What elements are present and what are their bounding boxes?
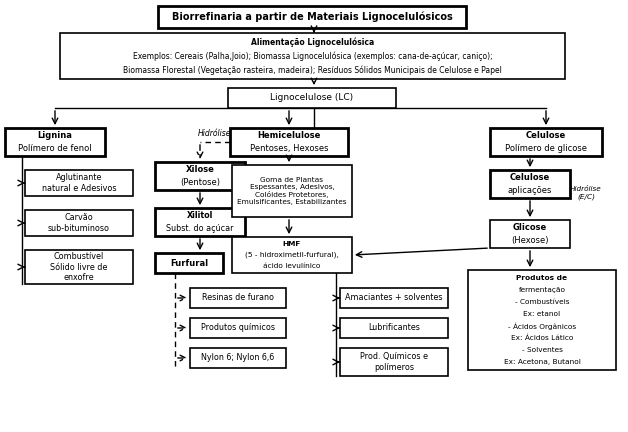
FancyBboxPatch shape	[155, 162, 245, 190]
FancyBboxPatch shape	[5, 128, 105, 156]
FancyBboxPatch shape	[25, 210, 133, 236]
Text: Lignocelulose (LC): Lignocelulose (LC)	[271, 93, 354, 102]
Text: aplicações: aplicações	[508, 186, 552, 194]
Text: Prod. Químicos e
polímeros: Prod. Químicos e polímeros	[360, 353, 428, 372]
FancyBboxPatch shape	[232, 165, 352, 217]
Text: (Hexose): (Hexose)	[511, 235, 549, 245]
Text: Hidrólise: Hidrólise	[198, 129, 232, 138]
Text: Aglutinante
natural e Adesivos: Aglutinante natural e Adesivos	[41, 173, 116, 193]
FancyBboxPatch shape	[190, 288, 286, 308]
FancyBboxPatch shape	[490, 128, 602, 156]
Text: Produtos de: Produtos de	[516, 275, 568, 281]
Text: Ex: Acetona, Butanol: Ex: Acetona, Butanol	[504, 359, 580, 365]
FancyBboxPatch shape	[158, 6, 466, 28]
FancyBboxPatch shape	[60, 33, 565, 79]
Text: Subst. do açúcar: Subst. do açúcar	[166, 224, 234, 232]
Text: - Combustíveis: - Combustíveis	[515, 299, 569, 305]
Text: - Solventes: - Solventes	[522, 347, 563, 353]
FancyBboxPatch shape	[490, 220, 570, 248]
FancyBboxPatch shape	[340, 288, 448, 308]
Text: (5 - hidroximetil-furfural),: (5 - hidroximetil-furfural),	[245, 252, 339, 258]
Text: Hidrólise
(E/C): Hidrólise (E/C)	[570, 186, 602, 200]
Text: ácido levulínico: ácido levulínico	[263, 263, 321, 269]
Text: Hemicelulose: Hemicelulose	[257, 131, 321, 140]
Text: - Ácidos Orgânicos: - Ácidos Orgânicos	[508, 322, 576, 330]
Text: Lignina: Lignina	[38, 131, 72, 140]
Text: Polímero de glicose: Polímero de glicose	[505, 143, 587, 152]
FancyBboxPatch shape	[190, 318, 286, 338]
Text: Glicose: Glicose	[513, 223, 547, 232]
Text: Combustível
Sólido livre de
enxofre: Combustível Sólido livre de enxofre	[50, 252, 107, 282]
Text: Xilitol: Xilitol	[187, 211, 213, 220]
FancyBboxPatch shape	[468, 270, 616, 370]
Text: fermentação: fermentação	[519, 287, 565, 293]
FancyBboxPatch shape	[155, 208, 245, 236]
Text: Xilose: Xilose	[185, 165, 214, 175]
Text: Alimentação Lignocelulósica: Alimentação Lignocelulósica	[251, 37, 374, 47]
Text: Amaciantes + solventes: Amaciantes + solventes	[345, 293, 443, 302]
Text: HMF: HMF	[283, 241, 301, 247]
FancyBboxPatch shape	[155, 253, 223, 273]
FancyBboxPatch shape	[190, 348, 286, 368]
Text: Produtos químicos: Produtos químicos	[201, 324, 275, 333]
FancyBboxPatch shape	[230, 128, 348, 156]
FancyBboxPatch shape	[340, 318, 448, 338]
FancyBboxPatch shape	[340, 348, 448, 376]
Text: Exemplos: Cereais (Palha,Joio); Biomassa Lignocelulósica (exemplos: cana-de-açúc: Exemplos: Cereais (Palha,Joio); Biomassa…	[133, 51, 492, 61]
FancyBboxPatch shape	[232, 237, 352, 273]
Text: Lubrificantes: Lubrificantes	[368, 324, 420, 333]
FancyBboxPatch shape	[25, 250, 133, 284]
FancyBboxPatch shape	[228, 88, 396, 108]
FancyBboxPatch shape	[25, 170, 133, 196]
Text: Ex: etanol: Ex: etanol	[523, 311, 561, 317]
Text: Biomassa Florestal (Vegetação rasteira, madeira); Resíduos Sólidos Municipais de: Biomassa Florestal (Vegetação rasteira, …	[123, 65, 502, 75]
Text: Celulose: Celulose	[510, 173, 550, 182]
Text: Furfural: Furfural	[170, 258, 208, 267]
FancyBboxPatch shape	[490, 170, 570, 198]
Text: (Pentose): (Pentose)	[180, 178, 220, 187]
Text: Pentoses, Hexoses: Pentoses, Hexoses	[250, 143, 328, 152]
Text: Polímero de fenol: Polímero de fenol	[18, 143, 92, 152]
Text: Carvão
sub-bituminoso: Carvão sub-bituminoso	[48, 213, 110, 233]
Text: Celulose: Celulose	[526, 131, 566, 140]
Text: Biorrefinaria a partir de Materiais Lignocelulósicos: Biorrefinaria a partir de Materiais Lign…	[171, 12, 452, 22]
Text: Resinas de furano: Resinas de furano	[202, 293, 274, 302]
Text: Ex: Ácidos Lático: Ex: Ácidos Lático	[511, 335, 573, 341]
Text: Goma de Plantas
Espessantes, Adesivos,
Colóides Protetores,
Emulsificantes, Esta: Goma de Plantas Espessantes, Adesivos, C…	[237, 177, 347, 205]
Text: Nylon 6; Nylon 6,6: Nylon 6; Nylon 6,6	[202, 353, 274, 362]
